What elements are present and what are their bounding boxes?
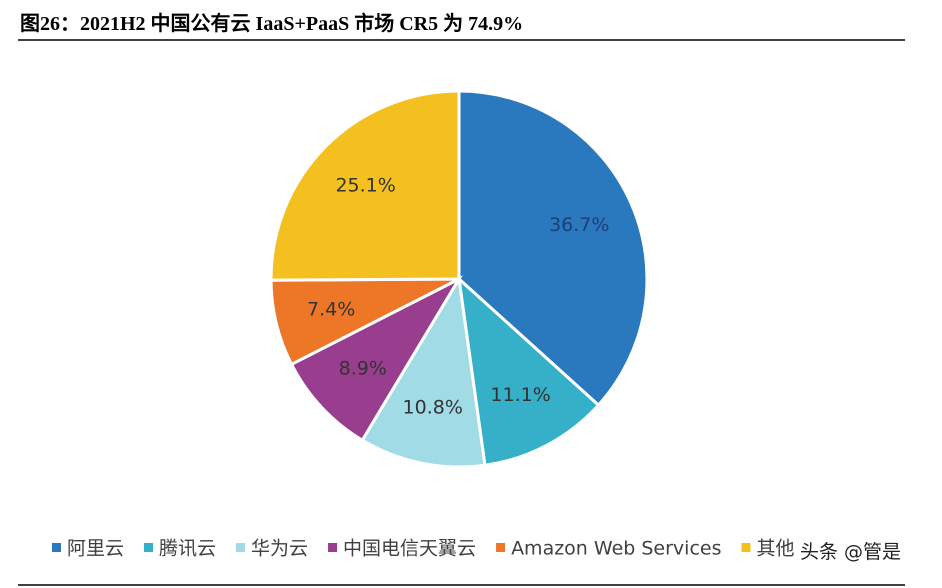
legend-label: Amazon Web Services bbox=[511, 538, 721, 560]
data-label: 11.1% bbox=[490, 384, 550, 406]
legend-swatch bbox=[144, 543, 154, 552]
legend-label: 中国电信天翼云 bbox=[343, 538, 476, 560]
legend-swatch bbox=[328, 543, 338, 552]
pie-slice bbox=[289, 275, 463, 443]
data-label: 36.7% bbox=[549, 214, 609, 236]
watermark: 头条 @管是 bbox=[800, 541, 901, 563]
legend-label: 腾讯云 bbox=[159, 538, 216, 560]
legend: 阿里云 腾讯云 华为云 中国电信天翼云 Amazon Web Services 其他 bbox=[52, 538, 795, 560]
data-label: 25.1% bbox=[335, 175, 395, 197]
data-label: 7.4% bbox=[307, 299, 355, 321]
pie: 36.7% 11.1% 10.8% 8.9% 7.4% 25.1% bbox=[269, 89, 649, 469]
data-label: 10.8% bbox=[403, 396, 463, 418]
legend-swatch bbox=[741, 543, 751, 552]
legend-swatch bbox=[236, 543, 246, 552]
legend-label: 阿里云 bbox=[67, 538, 124, 560]
legend-swatch bbox=[496, 543, 506, 552]
pie-slice bbox=[269, 89, 461, 282]
legend-label: 其他 bbox=[756, 538, 794, 560]
pie-slice bbox=[360, 274, 487, 469]
pie-slice bbox=[456, 275, 601, 467]
legend-swatch bbox=[52, 543, 61, 552]
data-label: 8.9% bbox=[339, 357, 387, 379]
chart-title: 图26：2021H2 中国公有云 IaaS+PaaS 市场 CR5 为 74.9… bbox=[20, 11, 523, 35]
pie-slice bbox=[457, 89, 649, 408]
legend-label: 华为云 bbox=[251, 538, 308, 560]
